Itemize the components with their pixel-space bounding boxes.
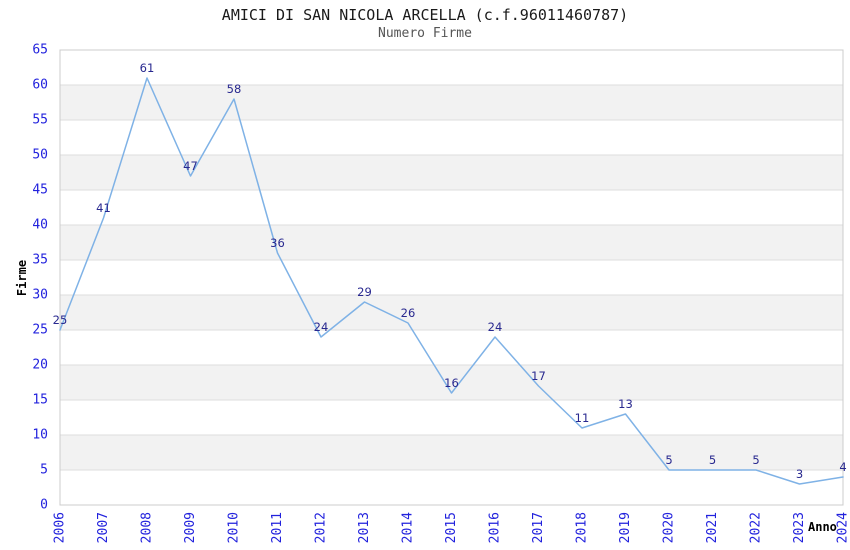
point-label: 11 bbox=[575, 411, 590, 425]
point-label: 58 bbox=[227, 82, 242, 96]
point-label: 3 bbox=[796, 467, 803, 481]
x-tick-label: 2013 bbox=[357, 512, 372, 543]
y-tick-label: 35 bbox=[32, 253, 48, 268]
plot-band bbox=[60, 85, 843, 120]
point-label: 5 bbox=[665, 453, 672, 467]
y-tick-label: 60 bbox=[32, 78, 48, 93]
point-label: 25 bbox=[53, 313, 68, 327]
y-tick-label: 65 bbox=[32, 43, 48, 58]
plot-band bbox=[60, 365, 843, 400]
point-label: 41 bbox=[96, 201, 111, 215]
y-tick-label: 50 bbox=[32, 148, 48, 163]
x-tick-label: 2015 bbox=[444, 512, 459, 543]
x-tick-label: 2017 bbox=[531, 512, 546, 543]
x-tick-label: 2023 bbox=[792, 512, 807, 543]
point-label: 26 bbox=[401, 306, 416, 320]
x-tick-label: 2020 bbox=[662, 512, 677, 543]
y-tick-label: 30 bbox=[32, 288, 48, 303]
plot-band bbox=[60, 155, 843, 190]
y-tick-label: 25 bbox=[32, 323, 48, 338]
y-tick-label: 40 bbox=[32, 218, 48, 233]
plot-band bbox=[60, 295, 843, 330]
x-tick-label: 2014 bbox=[401, 512, 416, 543]
point-label: 24 bbox=[314, 320, 329, 334]
plot-band bbox=[60, 225, 843, 260]
point-label: 5 bbox=[752, 453, 759, 467]
x-tick-label: 2022 bbox=[749, 512, 764, 543]
x-tick-label: 2024 bbox=[836, 512, 850, 543]
point-label: 29 bbox=[357, 285, 372, 299]
point-label: 47 bbox=[183, 159, 198, 173]
x-tick-label: 2018 bbox=[575, 512, 590, 543]
series-line bbox=[59, 77, 844, 485]
point-label: 17 bbox=[531, 369, 546, 383]
y-tick-label: 15 bbox=[32, 393, 48, 408]
y-tick-label: 20 bbox=[32, 358, 48, 373]
point-label: 5 bbox=[709, 453, 716, 467]
x-tick-label: 2016 bbox=[488, 512, 503, 543]
x-tick-label: 2007 bbox=[96, 512, 111, 543]
point-label: 61 bbox=[140, 61, 155, 75]
point-label: 36 bbox=[270, 236, 285, 250]
x-tick-label: 2009 bbox=[183, 512, 198, 543]
plot-band bbox=[60, 435, 843, 470]
y-axis-title: Firme bbox=[15, 259, 29, 297]
y-tick-label: 0 bbox=[40, 498, 48, 513]
y-tick-label: 5 bbox=[40, 463, 48, 478]
x-tick-label: 2008 bbox=[140, 512, 155, 543]
chart-title: AMICI DI SAN NICOLA ARCELLA (c.f.9601146… bbox=[221, 6, 629, 24]
point-label: 13 bbox=[618, 397, 633, 411]
x-tick-label: 2011 bbox=[270, 512, 285, 543]
point-label: 24 bbox=[488, 320, 503, 334]
plot-border bbox=[59, 49, 844, 506]
point-label: 4 bbox=[839, 460, 846, 474]
x-axis-title: Anno bbox=[808, 520, 837, 534]
x-tick-label: 2012 bbox=[314, 512, 329, 543]
point-label: 16 bbox=[444, 376, 459, 390]
x-tick-label: 2021 bbox=[705, 512, 720, 543]
x-tick-label: 2010 bbox=[227, 512, 242, 543]
x-tick-label: 2019 bbox=[618, 512, 633, 543]
x-tick-label: 2006 bbox=[53, 512, 68, 543]
y-tick-label: 10 bbox=[32, 428, 48, 443]
y-tick-label: 45 bbox=[32, 183, 48, 198]
chart-subtitle: Numero Firme bbox=[378, 26, 472, 41]
y-tick-label: 55 bbox=[32, 113, 48, 128]
